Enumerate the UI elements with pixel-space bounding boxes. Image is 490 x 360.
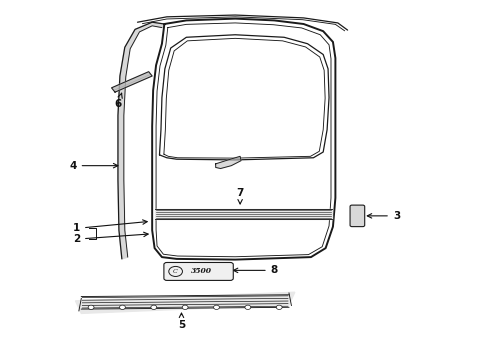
Circle shape — [88, 305, 94, 310]
Text: 8: 8 — [233, 265, 278, 275]
Polygon shape — [75, 292, 295, 314]
Text: 6: 6 — [114, 93, 122, 109]
Polygon shape — [155, 209, 332, 220]
Polygon shape — [118, 22, 164, 259]
Circle shape — [214, 305, 220, 310]
Circle shape — [182, 305, 188, 310]
Text: 7: 7 — [237, 188, 244, 204]
Text: 4: 4 — [69, 161, 118, 171]
Circle shape — [151, 305, 157, 310]
FancyBboxPatch shape — [164, 262, 233, 280]
Text: 3: 3 — [368, 211, 400, 221]
Circle shape — [120, 305, 125, 310]
Circle shape — [169, 266, 182, 276]
Polygon shape — [216, 156, 241, 168]
FancyBboxPatch shape — [350, 205, 365, 226]
Polygon shape — [112, 72, 152, 92]
Text: 3500: 3500 — [191, 267, 212, 275]
Text: 5: 5 — [178, 313, 185, 330]
Circle shape — [245, 305, 251, 310]
Text: 1: 1 — [73, 220, 147, 233]
Circle shape — [276, 305, 282, 310]
Text: 2: 2 — [73, 232, 148, 244]
Text: C: C — [173, 269, 178, 274]
